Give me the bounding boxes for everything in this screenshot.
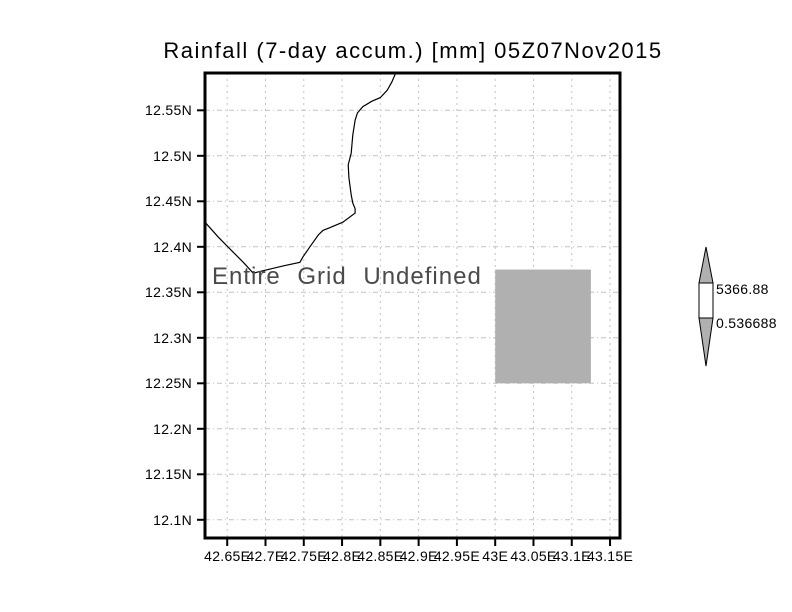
x-axis-label: 43.05E: [510, 548, 557, 564]
plot-title: Rainfall (7-day accum.) [mm] 05Z07Nov201…: [163, 38, 663, 63]
y-axis-label: 12.1N: [153, 511, 192, 528]
y-axis-label: 12.2N: [153, 420, 192, 437]
coastline: [204, 72, 397, 274]
x-axis-label: 42.95E: [433, 548, 480, 564]
y-axis-label: 12.35N: [145, 284, 192, 301]
x-axis-label: 42.85E: [357, 548, 404, 564]
x-axis-label: 42.7E: [246, 548, 285, 564]
colorbar: [698, 246, 714, 367]
y-axis-label: 12.55N: [145, 102, 192, 119]
colorbar-max-label: 5366.88: [716, 281, 769, 297]
plot-frame: [203, 71, 622, 540]
x-axis-label: 42.65E: [204, 548, 251, 564]
y-axis-label: 12.25N: [145, 375, 192, 392]
x-axis-label: 43.1E: [552, 548, 591, 564]
y-axis-label: 12.3N: [153, 329, 192, 346]
colorbar-upper-arrow: [698, 246, 714, 284]
colorbar-lower-arrow: [698, 317, 714, 367]
colorbar-min-label: 0.536688: [716, 315, 777, 331]
y-axis-label: 12.4N: [153, 238, 192, 255]
x-axis-label: 43.15E: [586, 548, 634, 564]
undefined-grid-annotation: Entire Grid Undefined: [212, 263, 482, 290]
x-axis-label: 42.75E: [280, 548, 327, 564]
x-axis-label: 43E: [482, 548, 509, 564]
x-axis-label: 42.9E: [399, 548, 438, 564]
undefined-region: [495, 269, 591, 384]
y-axis-label: 12.45N: [145, 193, 192, 210]
x-axis-label: 42.8E: [323, 548, 362, 564]
map-plot: [197, 71, 622, 546]
colorbar-band: [698, 282, 714, 319]
y-axis-label: 12.15N: [145, 466, 192, 483]
y-axis-label: 12.5N: [153, 147, 192, 164]
